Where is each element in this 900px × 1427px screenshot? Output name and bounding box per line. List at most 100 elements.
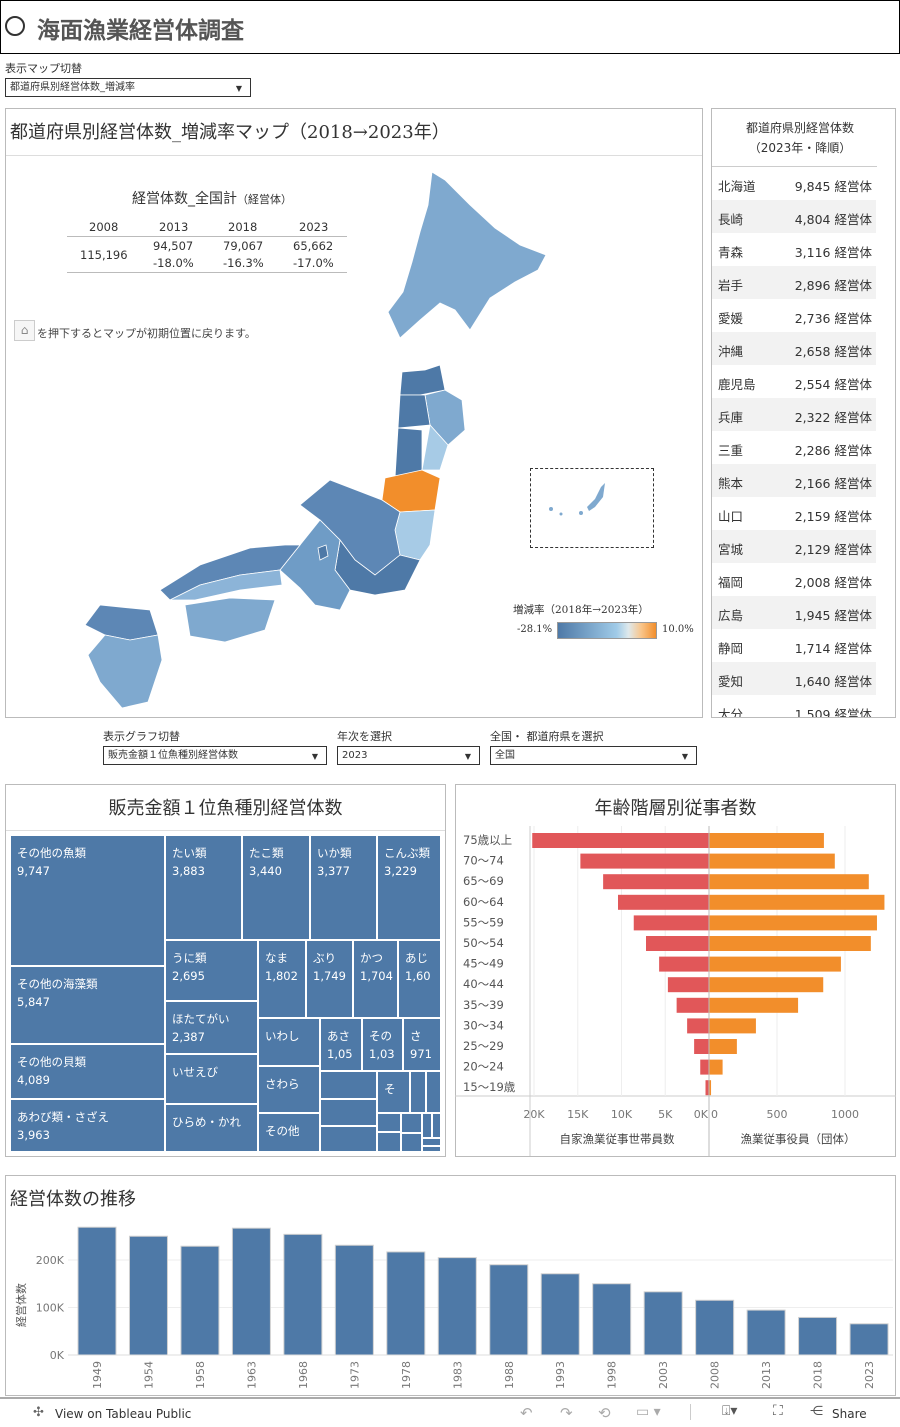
right-bar[interactable]	[709, 915, 877, 931]
left-bar[interactable]	[659, 956, 709, 972]
treemap-cell[interactable]: いせえび	[165, 1054, 258, 1104]
left-bar[interactable]	[705, 1080, 710, 1096]
treemap-cell[interactable]	[422, 1138, 441, 1146]
ranking-row[interactable]: 熊本 2,166 経営体	[712, 464, 876, 497]
right-bar[interactable]	[709, 1039, 737, 1054]
treemap-cell[interactable]	[422, 1146, 441, 1152]
refresh-icon[interactable]: ▭ ▾	[636, 1404, 661, 1420]
right-bar[interactable]	[709, 997, 799, 1013]
ranking-row[interactable]: 岩手 2,896 経営体	[712, 266, 876, 299]
home-icon[interactable]: ⌂	[14, 320, 35, 341]
left-bar[interactable]	[646, 936, 709, 951]
right-bar[interactable]	[709, 936, 871, 951]
left-bar[interactable]	[667, 977, 709, 993]
ranking-row[interactable]: 兵庫 2,322 経営体	[712, 398, 876, 431]
share-icon[interactable]: ⋲	[810, 1404, 823, 1419]
treemap-cell[interactable]: あわび類・さざえ 3,963	[10, 1099, 165, 1152]
treemap-cell[interactable]: いか類 3,377	[310, 835, 377, 940]
left-bar[interactable]	[603, 874, 709, 890]
treemap-cell[interactable]: さわら	[258, 1066, 320, 1113]
ranking-row[interactable]: 愛媛 2,736 経営体	[712, 299, 876, 332]
treemap-cell[interactable]	[432, 1113, 441, 1138]
bar[interactable]	[180, 1245, 220, 1356]
ranking-row[interactable]: 三重 2,286 経営体	[712, 431, 876, 464]
treemap-cell[interactable]	[401, 1113, 422, 1133]
left-bar[interactable]	[676, 997, 709, 1013]
treemap-cell[interactable]: ぶり 1,749	[306, 940, 353, 1018]
treemap-cell[interactable]: こんぶ類 3,229	[377, 835, 441, 940]
okinawa-inset[interactable]	[530, 468, 654, 548]
ranking-row[interactable]: 北海道 9,845 経営体	[712, 167, 876, 200]
left-bar[interactable]	[687, 1018, 709, 1034]
left-bar[interactable]	[580, 853, 709, 869]
download-icon[interactable]: ⍗▾	[722, 1403, 738, 1419]
ranking-row[interactable]: 宮城 2,129 経営体	[712, 530, 876, 563]
bar[interactable]	[746, 1309, 786, 1356]
revert-icon[interactable]: ⟲	[598, 1404, 611, 1422]
treemap-cell[interactable]: ひらめ・かれ	[165, 1104, 258, 1152]
right-bar[interactable]	[709, 1018, 756, 1034]
ranking-row[interactable]: 山口 2,159 経営体	[712, 497, 876, 530]
bar[interactable]	[695, 1299, 735, 1356]
treemap-cell[interactable]	[320, 1071, 377, 1099]
bar[interactable]	[592, 1283, 632, 1356]
treemap-cell[interactable]	[320, 1126, 377, 1152]
right-bar[interactable]	[709, 894, 885, 910]
treemap-cell[interactable]: その 1,03	[362, 1018, 403, 1071]
ranking-row[interactable]: 青森 3,116 経営体	[712, 233, 876, 266]
right-bar[interactable]	[709, 956, 841, 972]
left-bar[interactable]	[694, 1039, 709, 1054]
treemap-cell[interactable]: あさ 1,05	[320, 1018, 362, 1071]
left-bar[interactable]	[633, 915, 709, 931]
graph-switch-select[interactable]: 販売金額１位魚種別経営体数 ▼	[103, 746, 327, 765]
ranking-row[interactable]: 静岡 1,714 経営体	[712, 629, 876, 662]
treemap-cell[interactable]: その他の海藻類 5,847	[10, 966, 165, 1044]
undo-icon[interactable]: ↶	[520, 1404, 533, 1422]
bar[interactable]	[386, 1251, 426, 1356]
japan-map[interactable]	[0, 160, 700, 710]
bar[interactable]	[798, 1316, 838, 1356]
ranking-row[interactable]: 広島 1,945 経営体	[712, 596, 876, 629]
treemap-cell[interactable]: うに類 2,695	[165, 940, 258, 1001]
bar[interactable]	[437, 1257, 477, 1356]
treemap-cell[interactable]	[422, 1113, 432, 1138]
right-bar[interactable]	[709, 853, 835, 869]
bar[interactable]	[849, 1323, 889, 1356]
year-select[interactable]: 2023 ▼	[337, 746, 480, 765]
bar[interactable]	[231, 1227, 271, 1356]
treemap-cell[interactable]: さ 971	[403, 1018, 441, 1071]
right-bar[interactable]	[709, 977, 824, 993]
ranking-row[interactable]: 沖縄 2,658 経営体	[712, 332, 876, 365]
left-bar[interactable]	[532, 833, 709, 848]
treemap-cell[interactable]	[410, 1071, 426, 1113]
bar[interactable]	[489, 1264, 529, 1356]
ranking-row[interactable]: 鹿児島 2,554 経営体	[712, 365, 876, 398]
treemap-cell[interactable]	[320, 1099, 377, 1126]
treemap-cell[interactable]: その他の魚類 9,747	[10, 835, 165, 966]
treemap-cell[interactable]: たい類 3,883	[165, 835, 242, 940]
treemap-cell[interactable]: なま 1,802	[258, 940, 306, 1018]
treemap-cell[interactable]: その他	[258, 1113, 320, 1152]
right-bar[interactable]	[709, 874, 869, 890]
ranking-row[interactable]: 福岡 2,008 経営体	[712, 563, 876, 596]
left-bar[interactable]	[700, 1059, 709, 1075]
treemap-cell[interactable]: そ	[377, 1071, 410, 1113]
map-switch-select[interactable]: 都道府県別経営体数_増減率 ▼	[5, 78, 251, 97]
bar[interactable]	[77, 1226, 117, 1356]
treemap-cell[interactable]	[377, 1132, 401, 1152]
area-select[interactable]: 全国 ▼	[490, 746, 697, 765]
bar[interactable]	[643, 1291, 683, 1356]
treemap-cell[interactable]	[377, 1113, 401, 1132]
treemap-cell[interactable]: いわし	[258, 1018, 320, 1066]
treemap-cell[interactable]: かつ 1,704	[353, 940, 398, 1018]
bar[interactable]	[283, 1233, 323, 1356]
treemap-cell[interactable]: ほたてがい 2,387	[165, 1001, 258, 1054]
treemap-cell[interactable]: その他の貝類 4,089	[10, 1044, 165, 1099]
treemap-cell[interactable]	[401, 1133, 422, 1152]
ranking-row[interactable]: 大分 1,509 経営体	[712, 695, 876, 717]
bar[interactable]	[540, 1273, 580, 1356]
left-bar[interactable]	[618, 894, 709, 910]
bar[interactable]	[128, 1235, 168, 1356]
share-button[interactable]: Share	[832, 1407, 867, 1421]
ranking-row[interactable]: 長崎 4,804 経営体	[712, 200, 876, 233]
